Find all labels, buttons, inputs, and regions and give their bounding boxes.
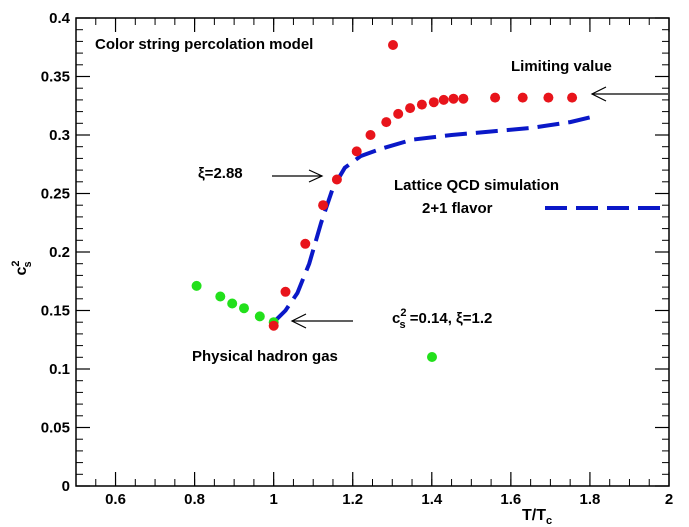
annotation-xi-2-88: ξ=2.88 — [198, 165, 243, 182]
hadron-gas-points — [191, 280, 279, 328]
y-tick-label: 0.2 — [49, 244, 70, 261]
y-tick-label: 0 — [62, 478, 70, 495]
annotation-cs-sub: s — [399, 319, 405, 331]
y-tick-label: 0.4 — [49, 10, 71, 27]
x-tick-label: 1.6 — [500, 491, 521, 508]
x-tick-label: 0.8 — [184, 491, 205, 508]
percolation-point — [381, 117, 392, 128]
y-tick-label: 0.35 — [41, 69, 70, 86]
y-axis-title: c2s — [10, 260, 34, 275]
hadron-gas-point — [239, 303, 249, 314]
y-tick-label: 0.15 — [41, 303, 70, 320]
x-tick-label: 2 — [665, 491, 673, 508]
x-axis-title-sub: c — [546, 515, 552, 527]
y-tick-label: 0.25 — [41, 186, 70, 203]
annotation-cs-value: c2 s =0.14, ξ=1.2 — [392, 307, 492, 331]
annotation-cs-sup: 2 — [400, 307, 406, 319]
y-tick-label: 0.3 — [49, 127, 70, 144]
annotation-hadron-gas: Physical hadron gas — [192, 348, 338, 365]
lattice-qcd-curve — [272, 115, 591, 324]
percolation-point — [448, 93, 459, 104]
annotation-limiting-value: Limiting value — [511, 58, 612, 75]
arrow-xi-head — [308, 169, 324, 183]
plot-frame — [75, 17, 670, 487]
y-axis-ticks — [76, 17, 669, 487]
arrow-limiting-head — [590, 86, 607, 102]
y-axis-title-sub: s — [22, 261, 34, 267]
x-axis-title: T/Tc — [522, 507, 552, 527]
percolation-point — [405, 103, 416, 114]
percolation-points — [268, 92, 578, 331]
percolation-point — [351, 146, 362, 157]
percolation-point — [416, 99, 427, 110]
percolation-point — [300, 238, 311, 249]
percolation-point — [428, 97, 439, 108]
y-tick-label: 0.1 — [49, 361, 70, 378]
x-axis-title-main: T/T — [522, 507, 546, 524]
hadron-gas-point — [191, 280, 202, 291]
y-axis-title-main: c — [13, 267, 30, 276]
percolation-point — [365, 130, 376, 140]
percolation-point — [517, 92, 528, 103]
y-tick-label: 0.05 — [41, 420, 70, 437]
x-tick-label: 0.6 — [105, 491, 126, 508]
percolation-point — [543, 92, 554, 103]
x-axis-tick-labels: 0.6 0.8 1 1.2 1.4 1.6 1.8 2 — [105, 491, 673, 508]
x-tick-label: 1 — [269, 491, 277, 508]
x-tick-label: 1.4 — [421, 491, 443, 508]
legend-marker-percolation — [388, 40, 398, 50]
arrow-cs-head — [290, 313, 307, 329]
percolation-point — [280, 286, 291, 297]
y-axis-title-sup: 2 — [10, 260, 22, 266]
percolation-point — [393, 108, 404, 119]
percolation-point — [268, 320, 279, 331]
percolation-point — [438, 94, 449, 105]
legend-marker-hadron-gas — [427, 352, 437, 362]
annotation-percolation-model: Color string percolation model — [95, 36, 313, 53]
y-axis-tick-labels: 0 0.05 0.1 0.15 0.2 0.25 0.3 0.35 0.4 — [41, 10, 71, 495]
hadron-gas-point — [227, 298, 238, 309]
percolation-point — [567, 92, 578, 103]
hadron-gas-point — [254, 311, 265, 322]
annotation-lattice-line2: 2+1 flavor — [422, 200, 493, 217]
annotation-cs-main: c — [392, 310, 400, 327]
percolation-point — [490, 92, 501, 103]
annotation-lattice-line1: Lattice QCD simulation — [394, 177, 559, 194]
percolation-point — [331, 174, 342, 185]
x-axis-ticks — [75, 18, 670, 486]
hadron-gas-point — [215, 291, 226, 302]
x-tick-label: 1.8 — [580, 491, 601, 508]
percolation-point — [458, 93, 469, 104]
annotation-cs-rest: =0.14, ξ=1.2 — [406, 310, 493, 327]
percolation-point — [318, 200, 329, 211]
x-tick-label: 1.2 — [342, 491, 363, 508]
